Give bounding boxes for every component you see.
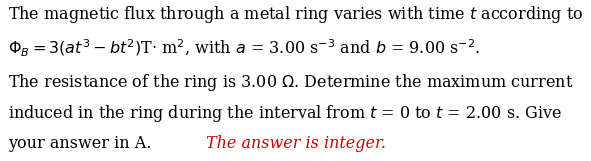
Text: your answer in A.: your answer in A.	[8, 135, 161, 152]
Text: induced in the ring during the interval from $t$ = 0 to $t$ = 2.00 s. Give: induced in the ring during the interval …	[8, 103, 562, 123]
Text: The answer is integer.: The answer is integer.	[206, 135, 386, 152]
Text: The magnetic flux through a metal ring varies with time $t$ according to: The magnetic flux through a metal ring v…	[8, 4, 583, 25]
Text: $\Phi_B = 3(at^3 - bt^2)$T$\cdot$ m$^2$, with $a$ = 3.00 s$^{-3}$ and $b$ = 9.00: $\Phi_B = 3(at^3 - bt^2)$T$\cdot$ m$^2$,…	[8, 38, 480, 59]
Text: The resistance of the ring is 3.00 $\Omega$. Determine the maximum current: The resistance of the ring is 3.00 $\Ome…	[8, 72, 573, 93]
